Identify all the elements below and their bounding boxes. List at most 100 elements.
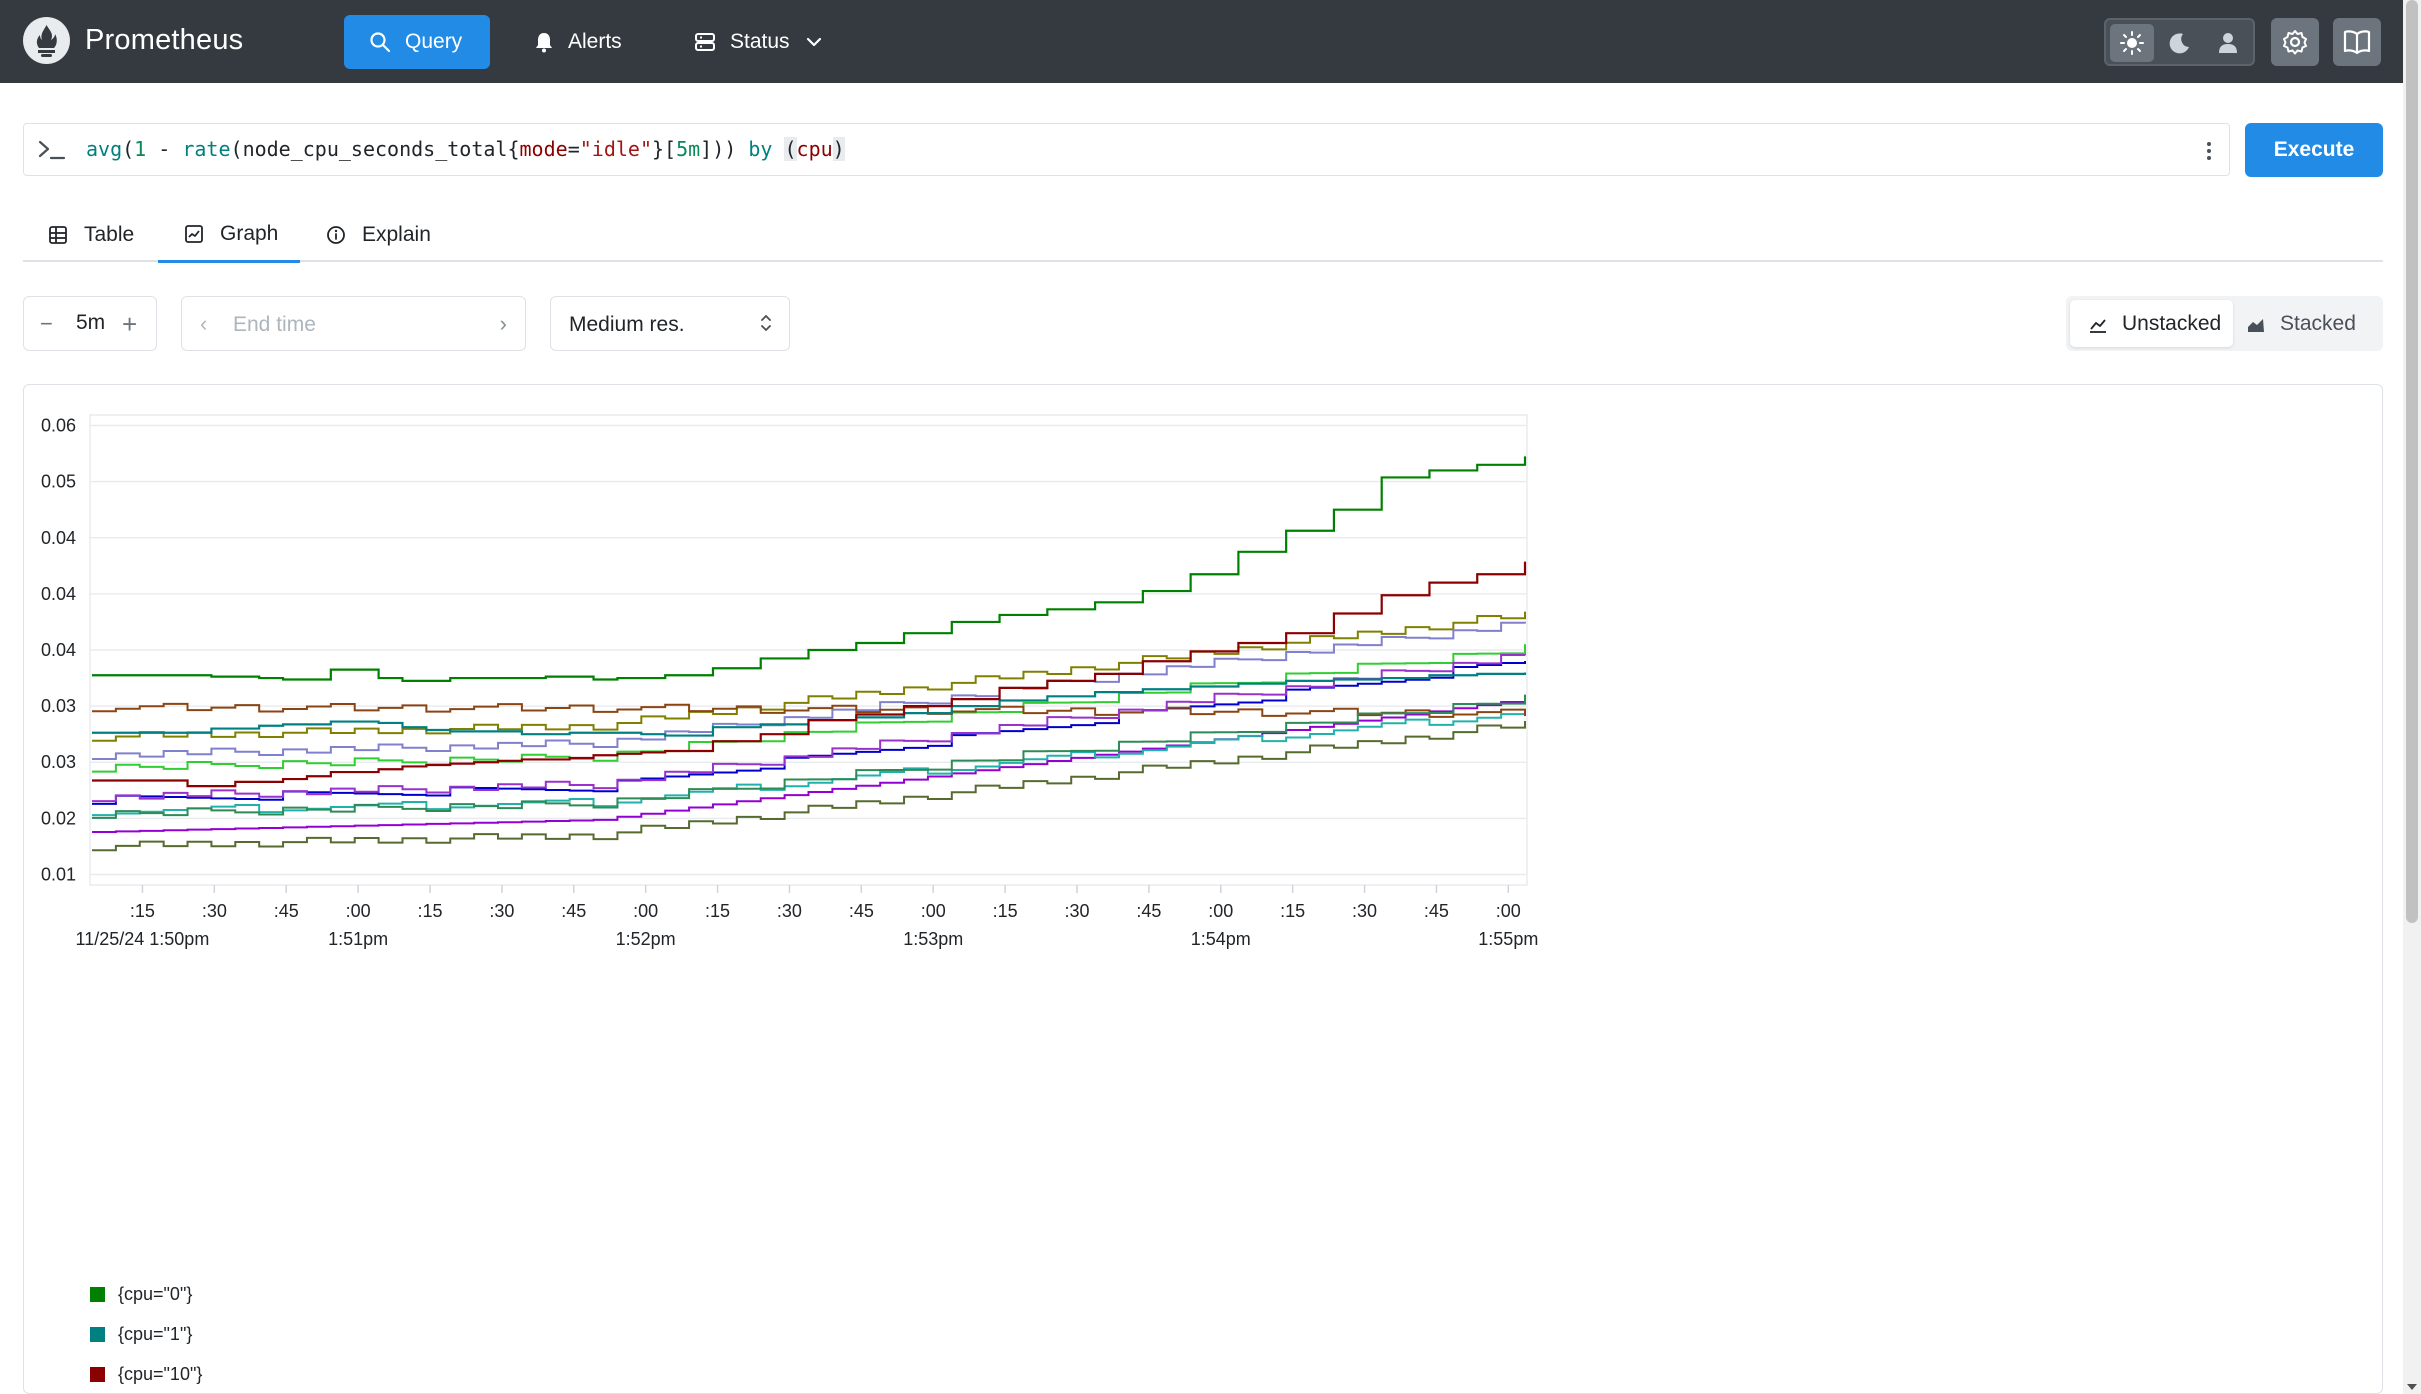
x-tick-label: :30 [1064, 901, 1089, 921]
x-tick-label: :30 [202, 901, 227, 921]
y-tick-label: 0.04 [41, 640, 76, 660]
y-tick-label: 0.02 [41, 808, 76, 828]
tab-graph[interactable]: Graph [158, 208, 300, 263]
x-date-label: 1:55pm [1478, 929, 1538, 949]
x-tick-label: :45 [1136, 901, 1161, 921]
info-icon [327, 226, 345, 244]
x-date-label: 11/25/24 1:50pm [76, 929, 210, 949]
chevron-down-icon [806, 37, 821, 47]
y-tick-label: 0.01 [41, 864, 76, 884]
y-tick-label: 0.05 [41, 472, 76, 492]
book-icon [2343, 30, 2371, 55]
chevron-left-icon[interactable]: ‹ [200, 311, 208, 336]
light-theme-button[interactable] [2110, 24, 2154, 62]
series-line [92, 456, 1527, 682]
select-caret-icon [761, 314, 771, 332]
series-line-extra [92, 621, 1526, 761]
x-tick-label: :30 [489, 901, 514, 921]
search-icon [370, 32, 391, 53]
time-series-chart[interactable]: 0.01 0.02 0.03 0.03 0.04 0.04 0.04 0.05 0.06 :15:… [24, 385, 2382, 1393]
legend-swatch [90, 1286, 105, 1302]
legend-item[interactable]: {cpu="0"} [90, 1274, 202, 1314]
nav-alerts[interactable]: Alerts [534, 15, 622, 69]
nav-status-label: Status [730, 30, 790, 53]
x-tick-label: :45 [561, 901, 586, 921]
x-tick-label: :30 [777, 901, 802, 921]
nav-status[interactable]: Status [694, 15, 822, 69]
settings-button[interactable] [2271, 18, 2319, 66]
kebab-menu-icon[interactable] [2203, 138, 2215, 164]
y-tick-label: 0.06 [41, 416, 76, 436]
execute-button[interactable]: Execute [2245, 123, 2383, 177]
documentation-button[interactable] [2333, 18, 2381, 66]
prometheus-logo-icon [23, 17, 70, 64]
terminal-prompt-icon [38, 140, 66, 160]
x-tick-label: :00 [633, 901, 658, 921]
series-line-extra [92, 710, 1526, 817]
tab-table-label: Table [84, 223, 135, 246]
nav-query[interactable]: Query [344, 15, 490, 69]
tab-explain[interactable]: Explain [326, 208, 431, 262]
decrease-range-button[interactable]: − [40, 311, 53, 336]
auto-theme-button[interactable] [2206, 24, 2250, 62]
y-tick-label: 0.03 [41, 696, 76, 716]
legend-item[interactable]: {cpu="10"} [90, 1354, 202, 1394]
end-time-placeholder[interactable]: End time [233, 313, 316, 336]
sun-icon [2120, 31, 2144, 55]
table-icon [49, 226, 67, 244]
stacked-label: Stacked [2280, 311, 2356, 335]
y-tick-label: 0.04 [41, 584, 76, 604]
scrollbar-thumb[interactable] [2406, 0, 2418, 923]
brand[interactable]: Prometheus [23, 17, 243, 64]
line-chart-icon [2090, 318, 2106, 333]
x-tick-label: :30 [1352, 901, 1377, 921]
x-tick-label: :45 [849, 901, 874, 921]
x-tick-label: :15 [1280, 901, 1305, 921]
chart-legend: {cpu="0"} {cpu="1"} {cpu="10"} [90, 1274, 202, 1394]
dark-theme-button[interactable] [2158, 24, 2202, 62]
tab-table[interactable]: Table [48, 208, 134, 262]
vertical-scrollbar[interactable] [2403, 0, 2421, 1394]
query-expression[interactable]: avg(1 - rate(node_cpu_seconds_total{mode… [86, 137, 845, 161]
legend-label: {cpu="0"} [118, 1283, 193, 1304]
series-line [92, 561, 1527, 788]
unstacked-label: Unstacked [2122, 311, 2222, 335]
top-navbar: Prometheus Query Alerts Status [0, 0, 2421, 83]
x-tick-label: :15 [417, 901, 442, 921]
user-icon [2219, 33, 2237, 53]
series-line-extra [92, 653, 1526, 803]
x-date-label: 1:52pm [616, 929, 676, 949]
x-tick-label: :00 [346, 901, 371, 921]
range-input[interactable]: − 5m + [23, 296, 157, 351]
y-tick-label: 0.04 [41, 528, 76, 548]
end-time-picker[interactable]: ‹ End time › [181, 296, 526, 351]
x-tick-label: :00 [1208, 901, 1233, 921]
resolution-select[interactable]: Medium res. [550, 296, 790, 351]
moon-icon [2169, 33, 2189, 54]
resolution-value: Medium res. [569, 313, 685, 336]
range-value[interactable]: 5m [76, 311, 106, 334]
legend-swatch [90, 1366, 105, 1382]
x-date-label: 1:51pm [328, 929, 388, 949]
stacked-button[interactable]: Stacked [2246, 300, 2356, 347]
legend-label: {cpu="10"} [118, 1363, 203, 1384]
legend-swatch [90, 1326, 105, 1342]
area-chart-icon [2248, 318, 2264, 332]
x-date-label: 1:54pm [1191, 929, 1251, 949]
graph-panel: 0.01 0.02 0.03 0.03 0.04 0.04 0.04 0.05 0.06 :15:… [23, 384, 2383, 1394]
unstacked-button[interactable]: Unstacked [2070, 300, 2233, 347]
gear-icon [2283, 30, 2307, 55]
x-tick-label: :15 [993, 901, 1018, 921]
legend-item[interactable]: {cpu="1"} [90, 1314, 202, 1354]
bell-icon [536, 33, 552, 53]
stack-mode-toggle: Unstacked Stacked [2066, 296, 2383, 351]
x-tick-label: :00 [1496, 901, 1521, 921]
increase-range-button[interactable]: + [122, 309, 138, 339]
legend-label: {cpu="1"} [118, 1323, 193, 1344]
x-tick-label: :45 [1424, 901, 1449, 921]
y-tick-label: 0.03 [41, 752, 76, 772]
query-input[interactable]: avg(1 - rate(node_cpu_seconds_total{mode… [23, 123, 2230, 176]
chevron-right-icon[interactable]: › [499, 311, 507, 336]
theme-switcher [2104, 18, 2255, 66]
scroll-down-icon[interactable] [2407, 1384, 2417, 1390]
